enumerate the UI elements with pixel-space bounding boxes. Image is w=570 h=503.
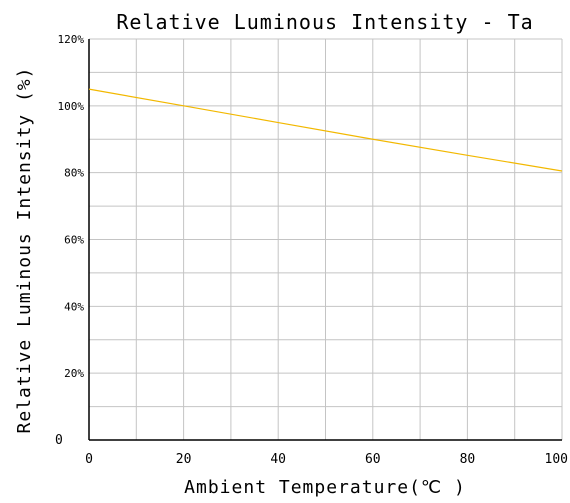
y-axis-label: Relative Luminous Intensity (%) [14,67,35,434]
y-tick-label: 80% [64,167,84,180]
y-tick-label: 20% [64,367,84,380]
y-tick-label: 0 [55,433,63,448]
series-line [88,88,563,172]
x-tick-label: 20 [176,452,192,467]
x-tick-label: 80 [460,452,476,467]
chart-title: Relative Luminous Intensity - Ta [116,10,533,34]
series-layer [88,88,563,172]
grid [89,38,563,440]
y-tick-labels: 0 20% 40% 60% 80% 100% 120% [55,33,84,448]
plot-frame [88,39,562,441]
x-tick-labels: 0 20 40 60 80 100 [85,452,568,467]
x-tick-label: 60 [365,452,381,467]
y-tick-label: 40% [64,300,84,313]
y-tick-label: 60% [64,234,84,247]
x-axis-label: Ambient Temperature(℃ ) [184,477,466,498]
x-tick-label: 40 [270,452,286,467]
y-tick-label: 120% [58,33,85,46]
x-tick-label: 100 [545,452,568,467]
x-tick-label: 0 [85,452,93,467]
y-tick-label: 100% [58,100,85,113]
